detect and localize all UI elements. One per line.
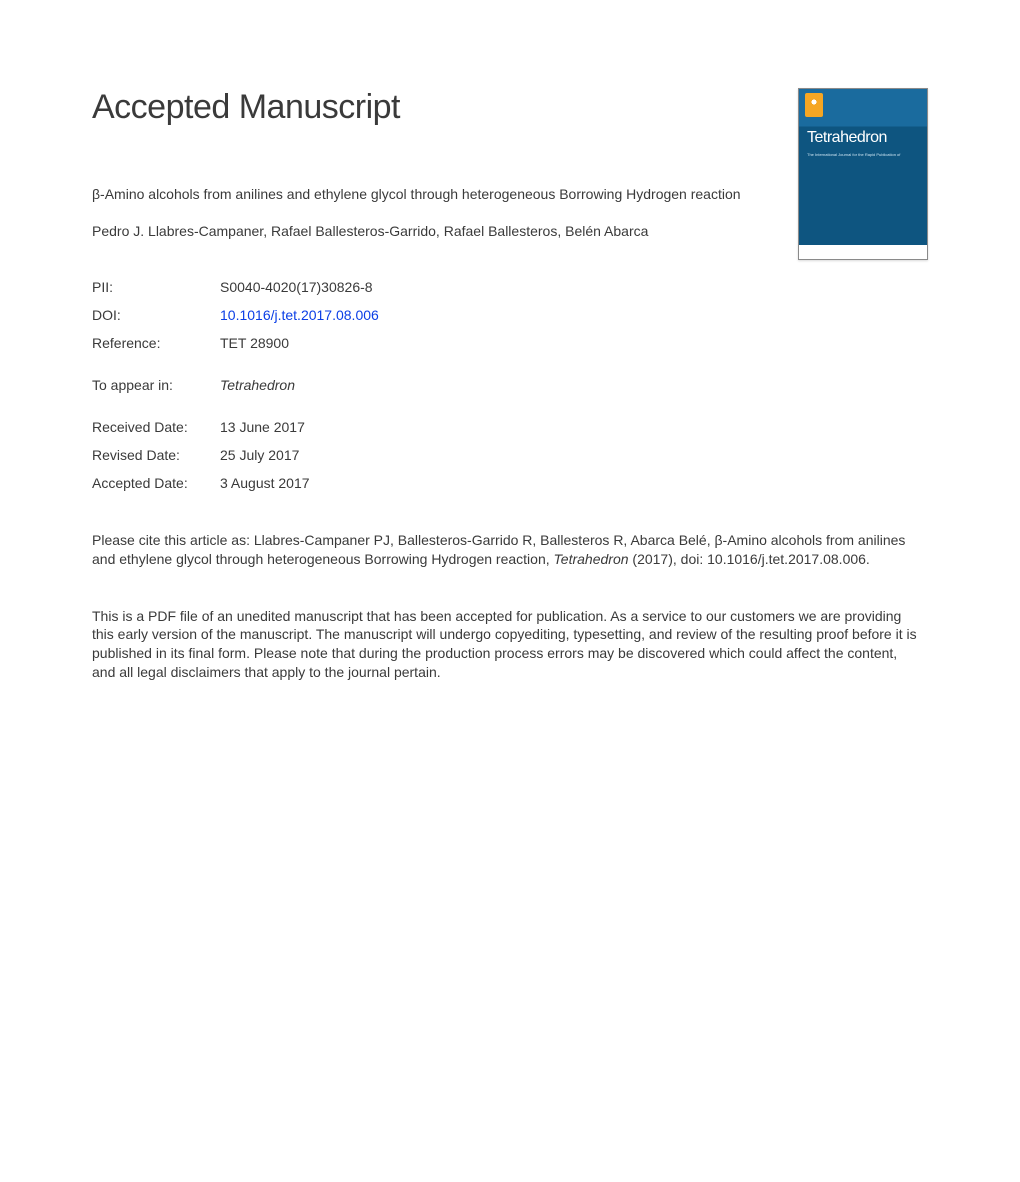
meta-row-appear: To appear in: Tetrahedron bbox=[92, 377, 928, 393]
cover-journal-subtitle: The International Journal for the Rapid … bbox=[807, 153, 919, 158]
article-title: β-Amino alcohols from anilines and ethyl… bbox=[92, 185, 792, 204]
meta-row-revised: Revised Date: 25 July 2017 bbox=[92, 447, 928, 463]
meta-value-accepted: 3 August 2017 bbox=[220, 475, 310, 491]
doi-link[interactable]: 10.1016/j.tet.2017.08.006 bbox=[220, 307, 379, 323]
meta-label: PII: bbox=[92, 279, 220, 295]
metadata-table: PII: S0040-4020(17)30826-8 DOI: 10.1016/… bbox=[92, 279, 928, 491]
meta-row-accepted: Accepted Date: 3 August 2017 bbox=[92, 475, 928, 491]
meta-value-revised: 25 July 2017 bbox=[220, 447, 299, 463]
meta-label: Revised Date: bbox=[92, 447, 220, 463]
meta-value-appear: Tetrahedron bbox=[220, 377, 295, 393]
citation-journal: Tetrahedron bbox=[554, 551, 629, 567]
disclaimer-text: This is a PDF file of an unedited manusc… bbox=[92, 607, 922, 683]
meta-row-received: Received Date: 13 June 2017 bbox=[92, 419, 928, 435]
citation-suffix: (2017), doi: 10.1016/j.tet.2017.08.006. bbox=[629, 551, 870, 567]
meta-value-received: 13 June 2017 bbox=[220, 419, 305, 435]
cover-bottom-band bbox=[799, 245, 927, 259]
meta-label: DOI: bbox=[92, 307, 220, 323]
meta-label: Received Date: bbox=[92, 419, 220, 435]
meta-label: Accepted Date: bbox=[92, 475, 220, 491]
meta-value-pii: S0040-4020(17)30826-8 bbox=[220, 279, 373, 295]
article-authors: Pedro J. Llabres-Campaner, Rafael Balles… bbox=[92, 222, 792, 241]
meta-label: Reference: bbox=[92, 335, 220, 351]
meta-value-reference: TET 28900 bbox=[220, 335, 289, 351]
meta-label: To appear in: bbox=[92, 377, 220, 393]
publisher-logo-icon bbox=[805, 93, 823, 117]
cover-journal-name: Tetrahedron bbox=[807, 129, 919, 147]
journal-cover-thumbnail: Tetrahedron The International Journal fo… bbox=[798, 88, 928, 260]
meta-row-pii: PII: S0040-4020(17)30826-8 bbox=[92, 279, 928, 295]
citation-text: Please cite this article as: Llabres-Cam… bbox=[92, 531, 922, 569]
meta-row-doi: DOI: 10.1016/j.tet.2017.08.006 bbox=[92, 307, 928, 323]
meta-row-reference: Reference: TET 28900 bbox=[92, 335, 928, 351]
